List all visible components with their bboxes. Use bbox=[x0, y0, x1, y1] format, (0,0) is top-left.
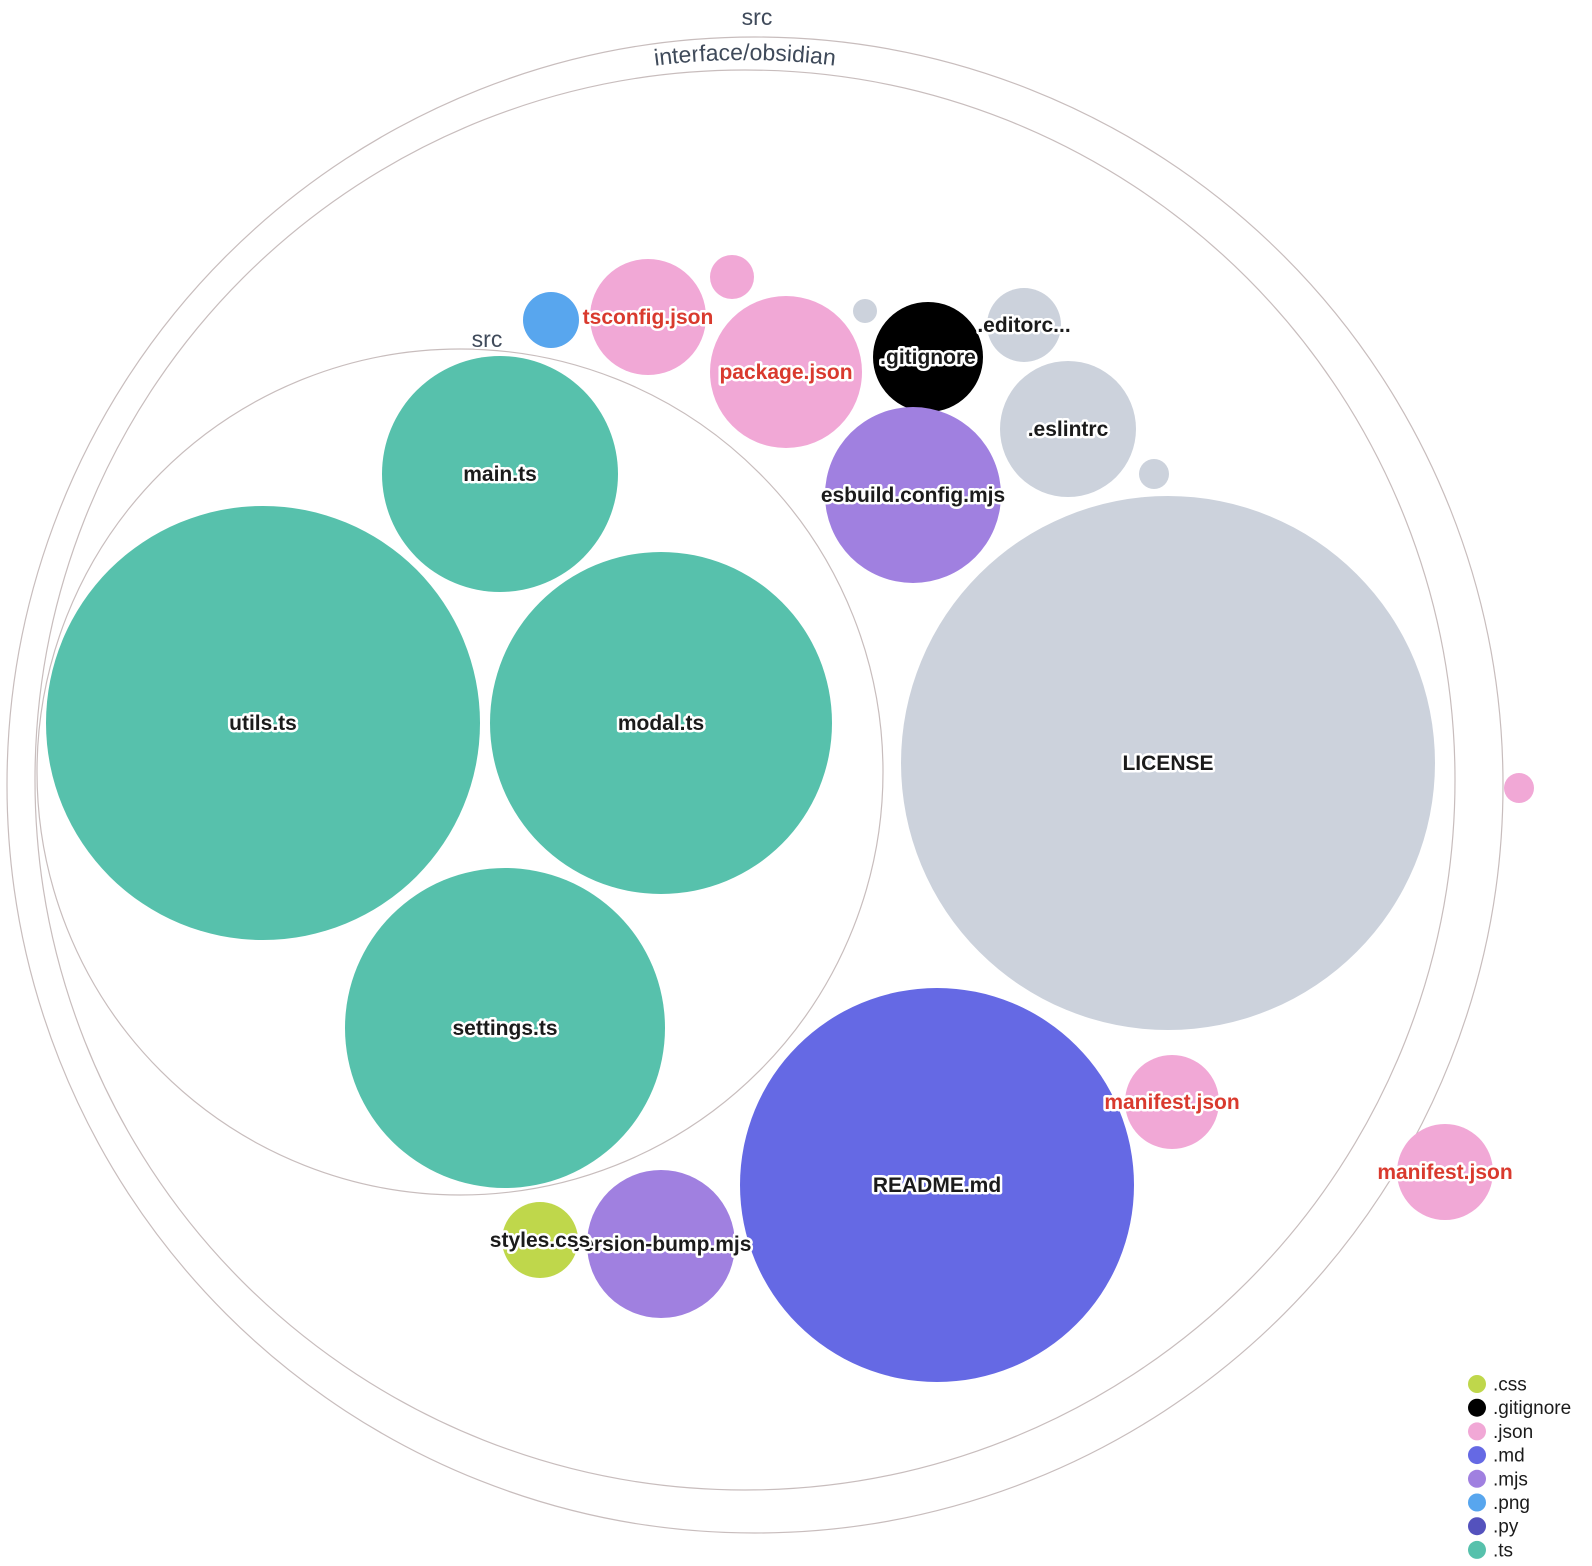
legend-dot-mjs-icon bbox=[1468, 1469, 1486, 1488]
file-label-package-json: package.json bbox=[719, 361, 852, 384]
directory-label-src-2: src bbox=[472, 326, 503, 352]
legend-label-png: .png bbox=[1493, 1493, 1530, 1514]
file-label-esbuild-config-mjs: esbuild.config.mjs bbox=[821, 484, 1005, 507]
legend-label-css: .css bbox=[1493, 1375, 1527, 1396]
file-label-editorc: .editorc... bbox=[977, 314, 1070, 337]
legend-label-ts: .ts bbox=[1493, 1540, 1513, 1561]
file-label-tsconfig-json: tsconfig.json bbox=[583, 306, 714, 329]
file-label-license: LICENSE bbox=[1122, 752, 1213, 775]
directory-label-interface-obsidian: interface/obsidian bbox=[652, 39, 837, 71]
file-circle-version-bump-mjs bbox=[587, 1170, 735, 1318]
file-label-manifest-json: manifest.json bbox=[1377, 1161, 1512, 1184]
file-label-utils-ts: utils.ts bbox=[229, 712, 297, 735]
file-circle-gitignore bbox=[873, 302, 983, 412]
directory-label-src-0: src bbox=[742, 4, 773, 30]
legend-dot-png-icon bbox=[1468, 1493, 1486, 1512]
file-label-readme-md: README.md bbox=[873, 1174, 1001, 1197]
file-circle-json-dot-6 bbox=[710, 255, 754, 299]
file-label-manifest-json: manifest.json bbox=[1104, 1091, 1239, 1114]
file-label-gitignore: .gitignore bbox=[880, 346, 976, 369]
legend-dot-json-icon bbox=[1468, 1422, 1486, 1441]
file-circle-other-dot-12 bbox=[1139, 459, 1169, 489]
file-circle-main-ts bbox=[382, 356, 618, 592]
legend-label-md: .md bbox=[1493, 1446, 1525, 1467]
file-circle-package-json bbox=[710, 296, 862, 448]
file-circle-esbuild-config-mjs bbox=[825, 407, 1001, 583]
legend-label-gitignore: .gitignore bbox=[1493, 1398, 1571, 1419]
file-circle-json-dot-19 bbox=[1504, 773, 1534, 803]
file-circle-utils-ts bbox=[46, 506, 480, 940]
legend-dot-md-icon bbox=[1468, 1446, 1486, 1465]
legend-dot-gitignore-icon bbox=[1468, 1398, 1486, 1417]
file-circle-settings-ts bbox=[345, 868, 665, 1188]
legend-label-json: .json bbox=[1493, 1422, 1533, 1443]
file-circle-license bbox=[901, 496, 1435, 1030]
legend-dot-css-icon bbox=[1468, 1375, 1486, 1393]
file-label-modal-ts: modal.ts bbox=[618, 712, 704, 735]
file-circle-editorc bbox=[987, 288, 1061, 362]
file-label-eslintrc: .eslintrc bbox=[1028, 418, 1109, 441]
file-label-main-ts: main.ts bbox=[463, 463, 537, 486]
file-label-version-bump-mjs: version-bump.mjs bbox=[571, 1233, 752, 1256]
legend-label-py: .py bbox=[1493, 1517, 1519, 1538]
file-label-settings-ts: settings.ts bbox=[452, 1017, 557, 1040]
file-circle-styles-css bbox=[502, 1202, 578, 1278]
file-label-styles-css: styles.css bbox=[490, 1229, 590, 1252]
legend-dot-py-icon bbox=[1468, 1517, 1486, 1536]
file-circle-png-dot-4 bbox=[523, 292, 579, 348]
legend-dot-ts-icon bbox=[1468, 1540, 1486, 1559]
legend-label-mjs: .mjs bbox=[1493, 1469, 1528, 1490]
file-circle-tsconfig-json bbox=[590, 259, 706, 375]
file-circle-manifest-json bbox=[1397, 1124, 1493, 1220]
file-circle-manifest-json bbox=[1125, 1055, 1219, 1149]
file-circle-other-dot-8 bbox=[853, 299, 877, 323]
file-circle-eslintrc bbox=[1000, 361, 1136, 497]
file-circle-readme-md bbox=[740, 988, 1134, 1382]
file-circle-modal-ts bbox=[490, 552, 832, 894]
